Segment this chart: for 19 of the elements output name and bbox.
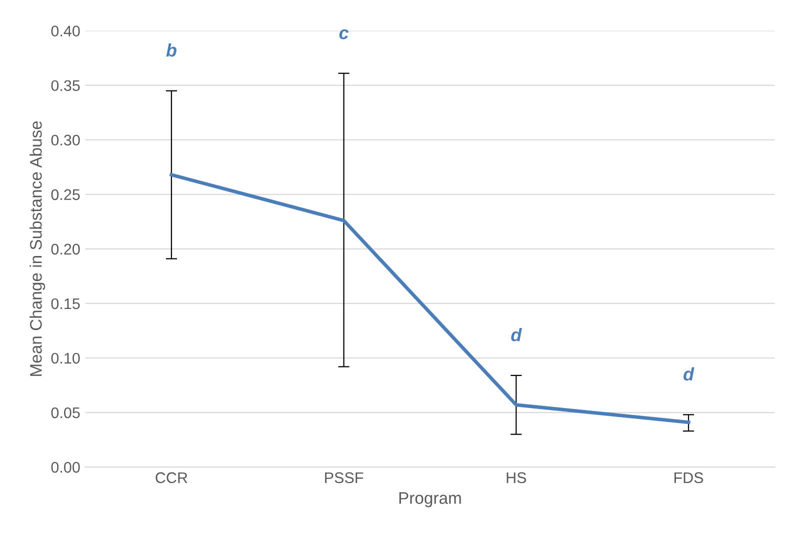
x-tick-label: PSSF [325,472,364,484]
x-tick-label: HS [506,472,526,484]
y-tick-label: 0.35 [51,80,80,92]
y-tick-label: 0.20 [51,244,80,255]
annotation: c [339,29,349,40]
x-tick-label: CCR [156,472,188,484]
y-tick-label: 0.10 [51,352,80,364]
y-tick-label: 0.40 [51,26,80,36]
annotation: d [511,328,522,342]
y-tick-label: 0.00 [51,462,80,473]
x-tick-label: FDS [674,472,704,484]
annotation: d [684,367,694,381]
y-tick-label: 0.30 [51,134,80,146]
y-axis-title: Mean Change in Substance Abuse [30,121,46,376]
y-tick-label: 0.15 [51,298,80,310]
annotation: b [166,43,176,57]
y-tick-label: 0.25 [51,189,80,200]
x-axis-title: Program [399,492,461,508]
y-tick-label: 0.05 [51,407,80,418]
